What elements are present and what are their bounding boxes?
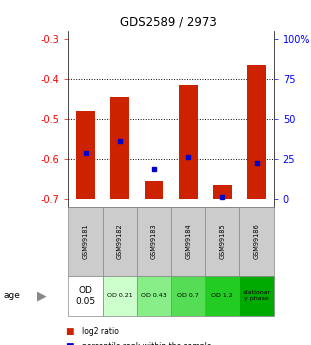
Text: ■: ■ [65,327,74,336]
Text: ■: ■ [65,342,74,345]
Text: GSM99185: GSM99185 [219,224,225,259]
Text: log2 ratio: log2 ratio [82,327,119,336]
Text: OD 1.2: OD 1.2 [211,293,233,298]
Bar [145,181,163,199]
Text: percentile rank within the sample: percentile rank within the sample [82,342,212,345]
Text: ▶: ▶ [37,289,47,302]
Text: OD
0.05: OD 0.05 [76,286,95,306]
Text: GDS2589 / 2973: GDS2589 / 2973 [119,16,216,29]
Text: GSM99186: GSM99186 [253,224,260,259]
Text: stationar
y phase: stationar y phase [243,290,271,301]
Bar [247,65,266,199]
Text: OD 0.43: OD 0.43 [141,293,167,298]
Text: age: age [3,291,20,300]
Text: GSM99181: GSM99181 [82,224,89,259]
Bar [213,185,232,199]
Text: GSM99183: GSM99183 [151,224,157,259]
Bar [110,97,129,199]
Text: GSM99184: GSM99184 [185,224,191,259]
Bar [179,85,197,199]
Text: OD 0.7: OD 0.7 [177,293,199,298]
Text: OD 0.21: OD 0.21 [107,293,132,298]
Bar [76,111,95,199]
Text: GSM99182: GSM99182 [117,224,123,259]
